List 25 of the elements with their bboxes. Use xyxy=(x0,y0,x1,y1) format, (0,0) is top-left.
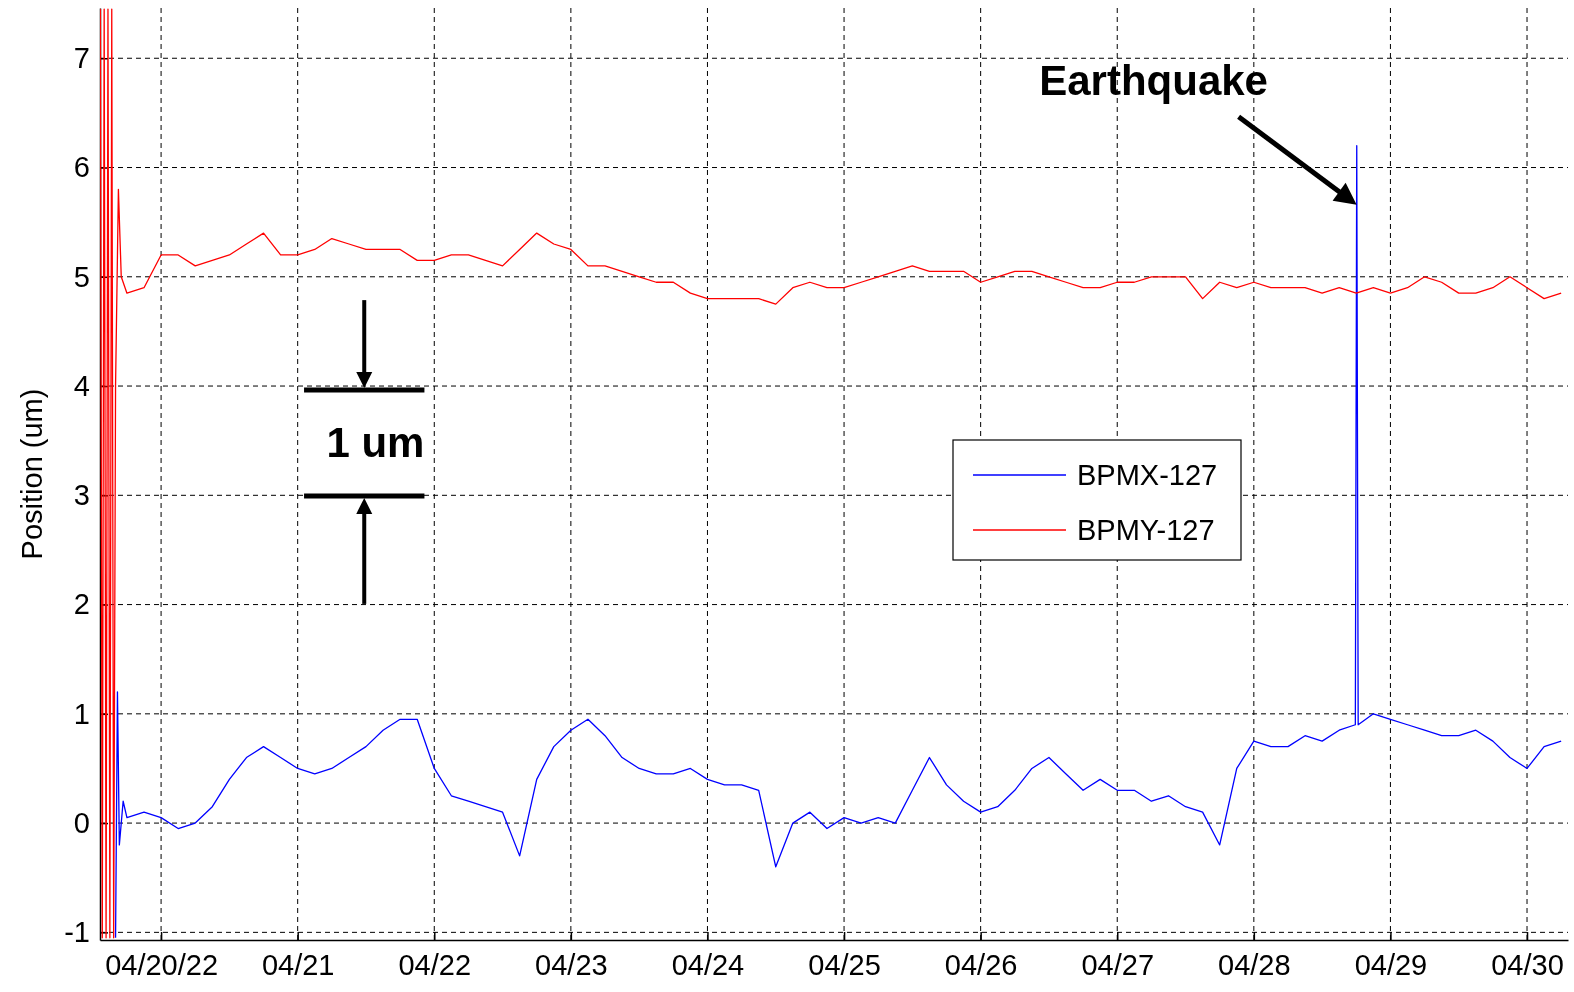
y-tick-label: 2 xyxy=(73,588,90,621)
x-tick-label: 04/29 xyxy=(1354,948,1428,981)
x-tick-label: 04/30 xyxy=(1491,948,1564,981)
x-tick-label: 04/28 xyxy=(1218,948,1291,981)
x-tick-label: 04/27 xyxy=(1081,948,1155,981)
x-tick-label: 04/26 xyxy=(944,948,1018,981)
y-tick-label: 7 xyxy=(73,42,90,75)
y-tick-label: 1 xyxy=(73,697,90,730)
y-axis-title: Position (um) xyxy=(16,388,48,560)
y-tick-label: 3 xyxy=(73,479,90,512)
y-tick-label: 5 xyxy=(73,260,90,293)
y-tick-label: 4 xyxy=(73,369,90,402)
legend-label: BPMY-127 xyxy=(1077,514,1215,546)
x-tick-label: 04/24 xyxy=(671,948,745,981)
y-tick-label: 6 xyxy=(73,151,90,184)
legend-label: BPMX-127 xyxy=(1077,459,1218,491)
annotation: 1 um xyxy=(326,419,425,467)
y-tick-label: 0 xyxy=(73,806,90,839)
x-tick-label: 04/22 xyxy=(398,948,472,981)
x-tick-label: 04/20/22 xyxy=(105,948,219,981)
x-tick-label: 04/21 xyxy=(261,948,335,981)
x-tick-label: 04/23 xyxy=(535,948,608,981)
x-tick-label: 04/25 xyxy=(808,948,881,981)
y-tick-label: -1 xyxy=(64,916,90,949)
annotation: Earthquake xyxy=(1039,56,1268,104)
